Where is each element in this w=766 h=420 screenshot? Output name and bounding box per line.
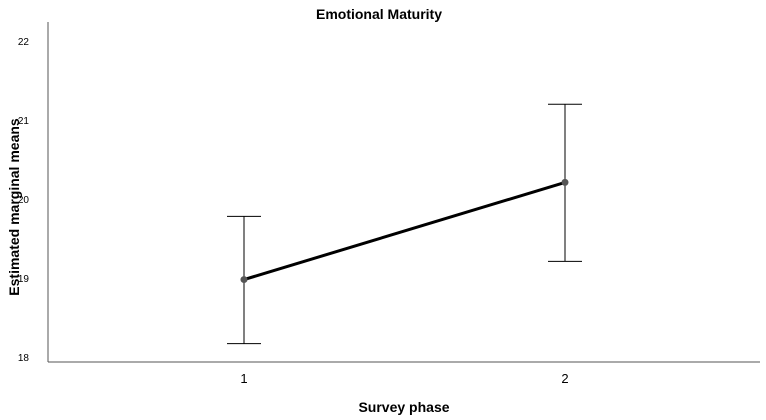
x-axis-label: Survey phase bbox=[358, 399, 449, 415]
y-tick-labels: 18 19 20 21 22 bbox=[18, 37, 30, 364]
x-tick-label: 1 bbox=[240, 371, 247, 386]
y-tick-label: 20 bbox=[18, 195, 30, 206]
y-axis-label: Estimated marginal means bbox=[6, 118, 22, 296]
y-tick-label: 19 bbox=[18, 274, 30, 285]
y-tick-label: 18 bbox=[18, 353, 30, 364]
y-tick-label: 21 bbox=[18, 116, 30, 127]
series-layer bbox=[227, 103, 582, 345]
series-line bbox=[243, 180, 566, 282]
x-tick-label: 2 bbox=[561, 371, 568, 386]
data-point bbox=[240, 276, 248, 284]
chart-title: Emotional Maturity bbox=[316, 6, 442, 22]
y-tick-label: 22 bbox=[18, 37, 30, 48]
data-point bbox=[561, 178, 569, 186]
